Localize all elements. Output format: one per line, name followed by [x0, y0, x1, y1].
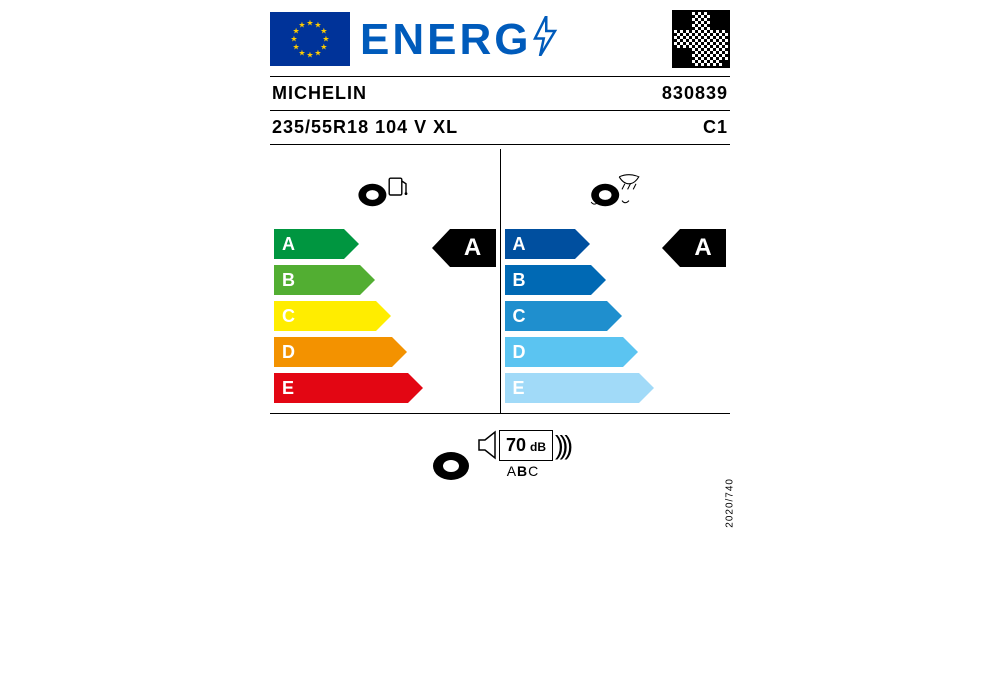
rating-bar: E	[505, 373, 727, 403]
tyre-energy-label: ★★★★★★★★★★★★ ENERG MICHELIN 830839 235/5…	[270, 10, 730, 488]
noise-class-letter: B	[517, 463, 528, 479]
rating-bar-label: A	[282, 234, 295, 255]
qr-code-icon	[672, 10, 730, 68]
rating-bar: D	[505, 337, 727, 367]
rating-columns: ABCDE A ABCDE A	[270, 149, 730, 413]
noise-class-letter: A	[507, 463, 517, 479]
noise-class-letter: C	[528, 463, 539, 479]
noise-db-value: 70	[506, 435, 526, 456]
rating-bar-label: B	[282, 270, 295, 291]
rating-bar: B	[505, 265, 727, 295]
fuel-efficiency-column: ABCDE A	[270, 149, 501, 413]
noise-class-indicator: ABC	[507, 463, 540, 479]
rating-bar-label: E	[282, 378, 294, 399]
noise-db-unit: dB	[530, 440, 546, 454]
spec-row: 235/55R18 104 V XL C1	[270, 111, 730, 144]
regulation-number: 2020/740	[725, 478, 736, 528]
fuel-rating-badge: A	[450, 229, 496, 267]
wet-rating-badge: A	[680, 229, 726, 267]
lightning-icon	[531, 16, 559, 67]
brand-row: MICHELIN 830839	[270, 77, 730, 110]
rating-bar-label: B	[513, 270, 526, 291]
wet-tyre-icon	[505, 155, 727, 221]
eu-flag-icon: ★★★★★★★★★★★★	[270, 12, 350, 66]
label-header: ★★★★★★★★★★★★ ENERG	[270, 10, 730, 76]
rating-bar: C	[274, 301, 496, 331]
sound-waves-icon: )))	[555, 430, 569, 461]
tyre-class: C1	[703, 117, 728, 138]
rating-bar-label: E	[513, 378, 525, 399]
wet-grip-column: ABCDE A	[501, 149, 731, 413]
rating-bar: C	[505, 301, 727, 331]
fuel-tyre-icon	[274, 155, 496, 221]
rating-bar: D	[274, 337, 496, 367]
rating-bar-label: D	[513, 342, 526, 363]
noise-value-box: 70 dB	[499, 430, 553, 461]
speaker-icon	[477, 430, 499, 460]
rating-bar: B	[274, 265, 496, 295]
noise-section: 70 dB ))) ABC 2020/740	[270, 413, 730, 488]
brand-name: MICHELIN	[272, 83, 367, 104]
noise-tyre-icon	[431, 426, 477, 482]
divider	[270, 144, 730, 145]
rating-bar-label: A	[513, 234, 526, 255]
energy-title: ENERG	[360, 14, 662, 65]
tyre-spec: 235/55R18 104 V XL	[272, 117, 458, 138]
rating-bar-label: C	[513, 306, 526, 327]
product-code: 830839	[662, 83, 728, 104]
rating-bar-label: D	[282, 342, 295, 363]
rating-bar-label: C	[282, 306, 295, 327]
rating-bar: E	[274, 373, 496, 403]
noise-indicator: 70 dB ))) ABC	[431, 426, 569, 482]
